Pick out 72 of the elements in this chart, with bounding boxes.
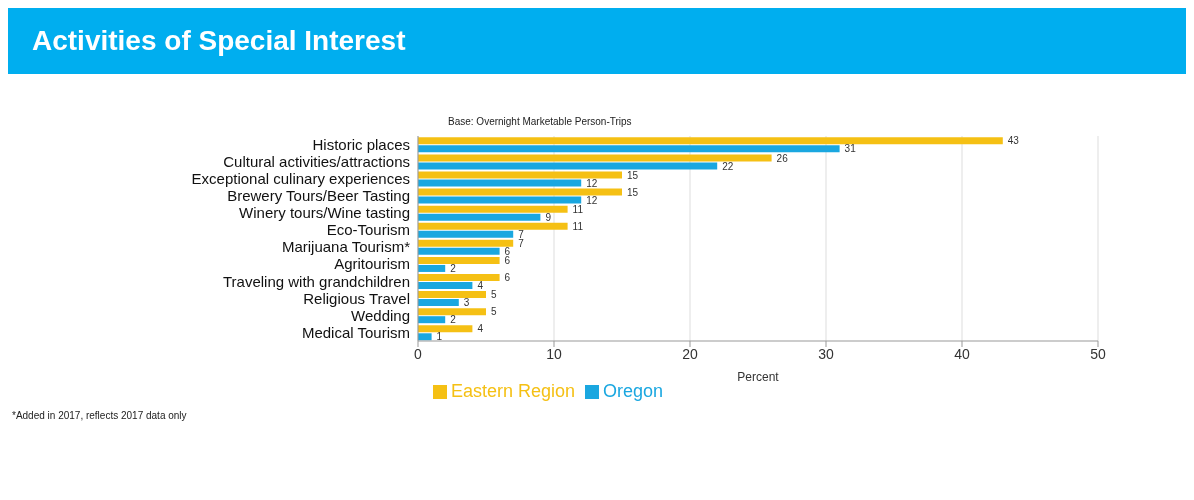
y-tick-label: Winery tours/Wine tasting [239, 204, 410, 222]
data-label: 2 [450, 263, 457, 274]
chart-title: Activities of Special Interest [32, 25, 406, 57]
y-tick-label: Wedding [351, 306, 410, 324]
y-tick-label: Eco-Tourism [326, 221, 410, 239]
legend-label: Eastern Region [450, 381, 576, 401]
bar [418, 154, 772, 162]
bar [418, 205, 568, 213]
bar [418, 291, 486, 299]
y-tick-label: Medical Tourism [301, 323, 410, 341]
legend-label: Oregon [603, 381, 664, 401]
text: *Added in 2017, reflects 2017 data only [12, 410, 187, 421]
bar [418, 308, 486, 316]
bar [418, 274, 500, 282]
bar [418, 282, 473, 290]
data-label: 3 [463, 297, 470, 309]
data-label: 1 [436, 331, 443, 343]
data-label: 43 [1007, 135, 1020, 147]
bar [418, 325, 473, 333]
bar [418, 256, 500, 264]
data-label: 6 [504, 255, 511, 266]
x-tick-label: 40 [954, 345, 970, 362]
bar [418, 247, 500, 255]
bar [418, 137, 1003, 145]
data-label: 6 [504, 245, 511, 257]
y-tick-label: Brewery Tours/Beer Tasting [227, 187, 410, 205]
data-label: 22 [722, 160, 734, 172]
x-tick-label: 20 [682, 345, 698, 362]
bar [418, 264, 446, 272]
bar [418, 299, 459, 307]
data-label: 6 [504, 272, 511, 284]
y-tick-label: Marijuana Tourism* [281, 238, 411, 256]
data-label: 2 [450, 314, 457, 326]
data-label: 4 [477, 323, 484, 335]
bar [418, 162, 718, 170]
bar [418, 239, 514, 247]
data-label: 11 [572, 203, 584, 215]
y-tick-label: Historic places [312, 135, 410, 153]
y-tick-label: Agritourism [334, 255, 410, 273]
chart-subtitle: Base: Overnight Marketable Person-Trips [448, 116, 632, 127]
x-tick-label: 0 [414, 345, 423, 362]
data-label: 5 [491, 289, 497, 301]
x-tick-label: 10 [546, 345, 562, 362]
data-label: 5 [491, 306, 497, 318]
x-tick-label: 50 [1090, 345, 1106, 362]
bar [418, 145, 840, 153]
x-axis-title: Percent [737, 370, 780, 384]
bar [418, 179, 582, 187]
bar [418, 213, 541, 221]
data-label: 7 [518, 228, 525, 240]
bar [418, 171, 622, 179]
bar [418, 316, 446, 324]
data-label: 9 [545, 211, 552, 223]
y-tick-label: Traveling with grandchildren [222, 272, 410, 290]
data-label: 26 [776, 152, 789, 164]
data-label: 12 [586, 177, 598, 189]
y-tick-label: Religious Travel [303, 289, 410, 307]
data-label: 15 [627, 186, 639, 198]
bar [418, 230, 514, 238]
y-tick-label: Cultural activities/attractions [223, 152, 410, 170]
data-label: 4 [477, 280, 484, 292]
bar [418, 222, 568, 230]
data-label: 12 [586, 194, 598, 206]
data-label: 15 [627, 169, 639, 181]
data-label: 31 [844, 143, 857, 155]
data-label: 11 [572, 220, 584, 232]
bar [418, 188, 622, 196]
y-tick-label: Exceptional culinary experiences [191, 170, 410, 188]
x-tick-label: 30 [818, 345, 834, 362]
bar [418, 333, 432, 341]
data-label: 7 [518, 237, 525, 249]
bar [418, 196, 582, 204]
